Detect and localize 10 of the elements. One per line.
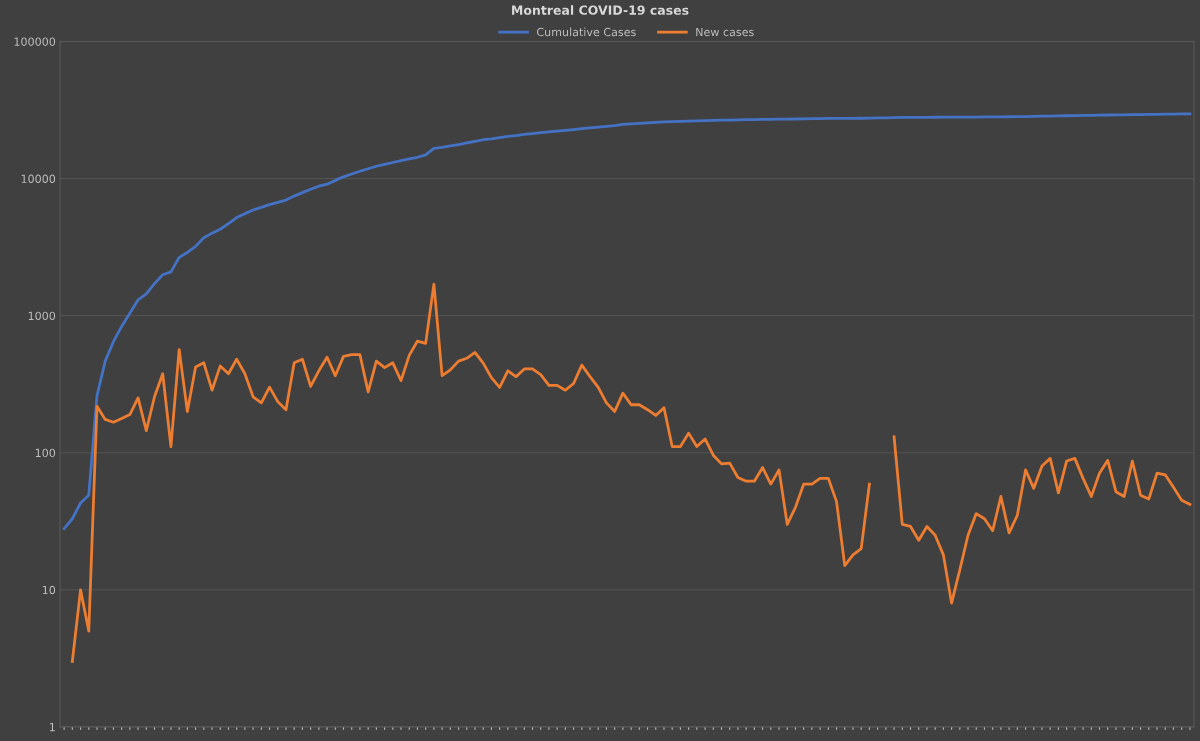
legend-label: New cases [696,27,754,37]
y-tick-label: 1000 [28,311,56,321]
y-tick-label: 10 [42,585,56,595]
y-tick-label: 100 [35,448,56,458]
legend-label: Cumulative Cases [537,27,636,37]
y-tick-label: 10000 [21,174,56,183]
y-tick-label: 100000 [14,37,56,46]
y-tick-label: 1 [49,723,55,732]
line-series [62,112,1192,530]
chart-title: Montreal COVID-19 cases [512,5,689,15]
